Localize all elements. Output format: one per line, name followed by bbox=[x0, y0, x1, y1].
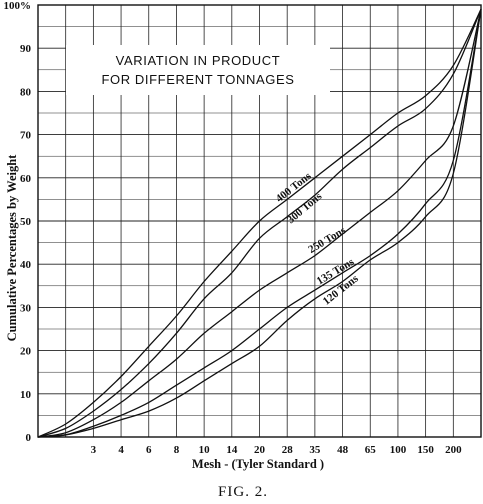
chart-title-line-2: FOR DIFFERENT TONNAGES bbox=[101, 72, 294, 87]
y-tick-label: 90 bbox=[20, 43, 32, 55]
x-tick-label: 4 bbox=[118, 444, 124, 456]
x-tick-label: 65 bbox=[365, 444, 377, 456]
curves bbox=[37, 9, 482, 438]
x-tick-label: 48 bbox=[337, 444, 349, 456]
series-line-250-tons bbox=[37, 9, 482, 438]
x-tick-label: 20 bbox=[254, 444, 266, 456]
series-line-300-tons bbox=[37, 9, 482, 438]
y-tick-label: 50 bbox=[20, 216, 32, 228]
x-tick-label: 35 bbox=[309, 444, 321, 456]
title-box bbox=[66, 45, 330, 95]
y-tick-label: 20 bbox=[20, 346, 32, 358]
x-axis-label: Mesh - (Tyler Standard ) bbox=[192, 457, 324, 471]
x-tick-label: 100 bbox=[390, 444, 407, 456]
x-tick-label: 14 bbox=[226, 444, 238, 456]
grid bbox=[37, 4, 482, 438]
y-tick-label: 80 bbox=[20, 86, 32, 98]
y-tick-label: 0 bbox=[26, 432, 32, 444]
x-tick-label: 28 bbox=[282, 444, 294, 456]
y-axis-label: Cumulative Percentages by Weight bbox=[5, 154, 19, 342]
figure-caption: FIG. 2. bbox=[218, 484, 268, 500]
x-tick-label: 150 bbox=[417, 444, 434, 456]
y-tick-labels: 0 10 20 30 40 50 60 70 80 90 100% bbox=[4, 0, 32, 444]
x-tick-label: 3 bbox=[91, 444, 97, 456]
series-line-400-tons bbox=[37, 9, 482, 438]
y-tick-label: 40 bbox=[20, 259, 32, 271]
y-tick-label: 10 bbox=[20, 389, 32, 401]
x-tick-label: 200 bbox=[445, 444, 462, 456]
x-tick-label: 6 bbox=[146, 444, 152, 456]
series-line-135-tons bbox=[37, 9, 482, 438]
series-line-120-tons bbox=[37, 9, 482, 438]
y-tick-label: 100% bbox=[4, 0, 32, 12]
x-tick-labels: 3 4 6 8 10 14 20 28 35 48 65 100 150 200 bbox=[91, 444, 462, 456]
plot-frame bbox=[37, 4, 482, 438]
x-tick-label: 8 bbox=[174, 444, 180, 456]
y-tick-label: 60 bbox=[20, 173, 32, 185]
y-tick-label: 30 bbox=[20, 302, 32, 314]
y-tick-label: 70 bbox=[20, 130, 32, 142]
chart-title-line-1: VARIATION IN PRODUCT bbox=[116, 53, 281, 68]
x-tick-label: 10 bbox=[199, 444, 211, 456]
